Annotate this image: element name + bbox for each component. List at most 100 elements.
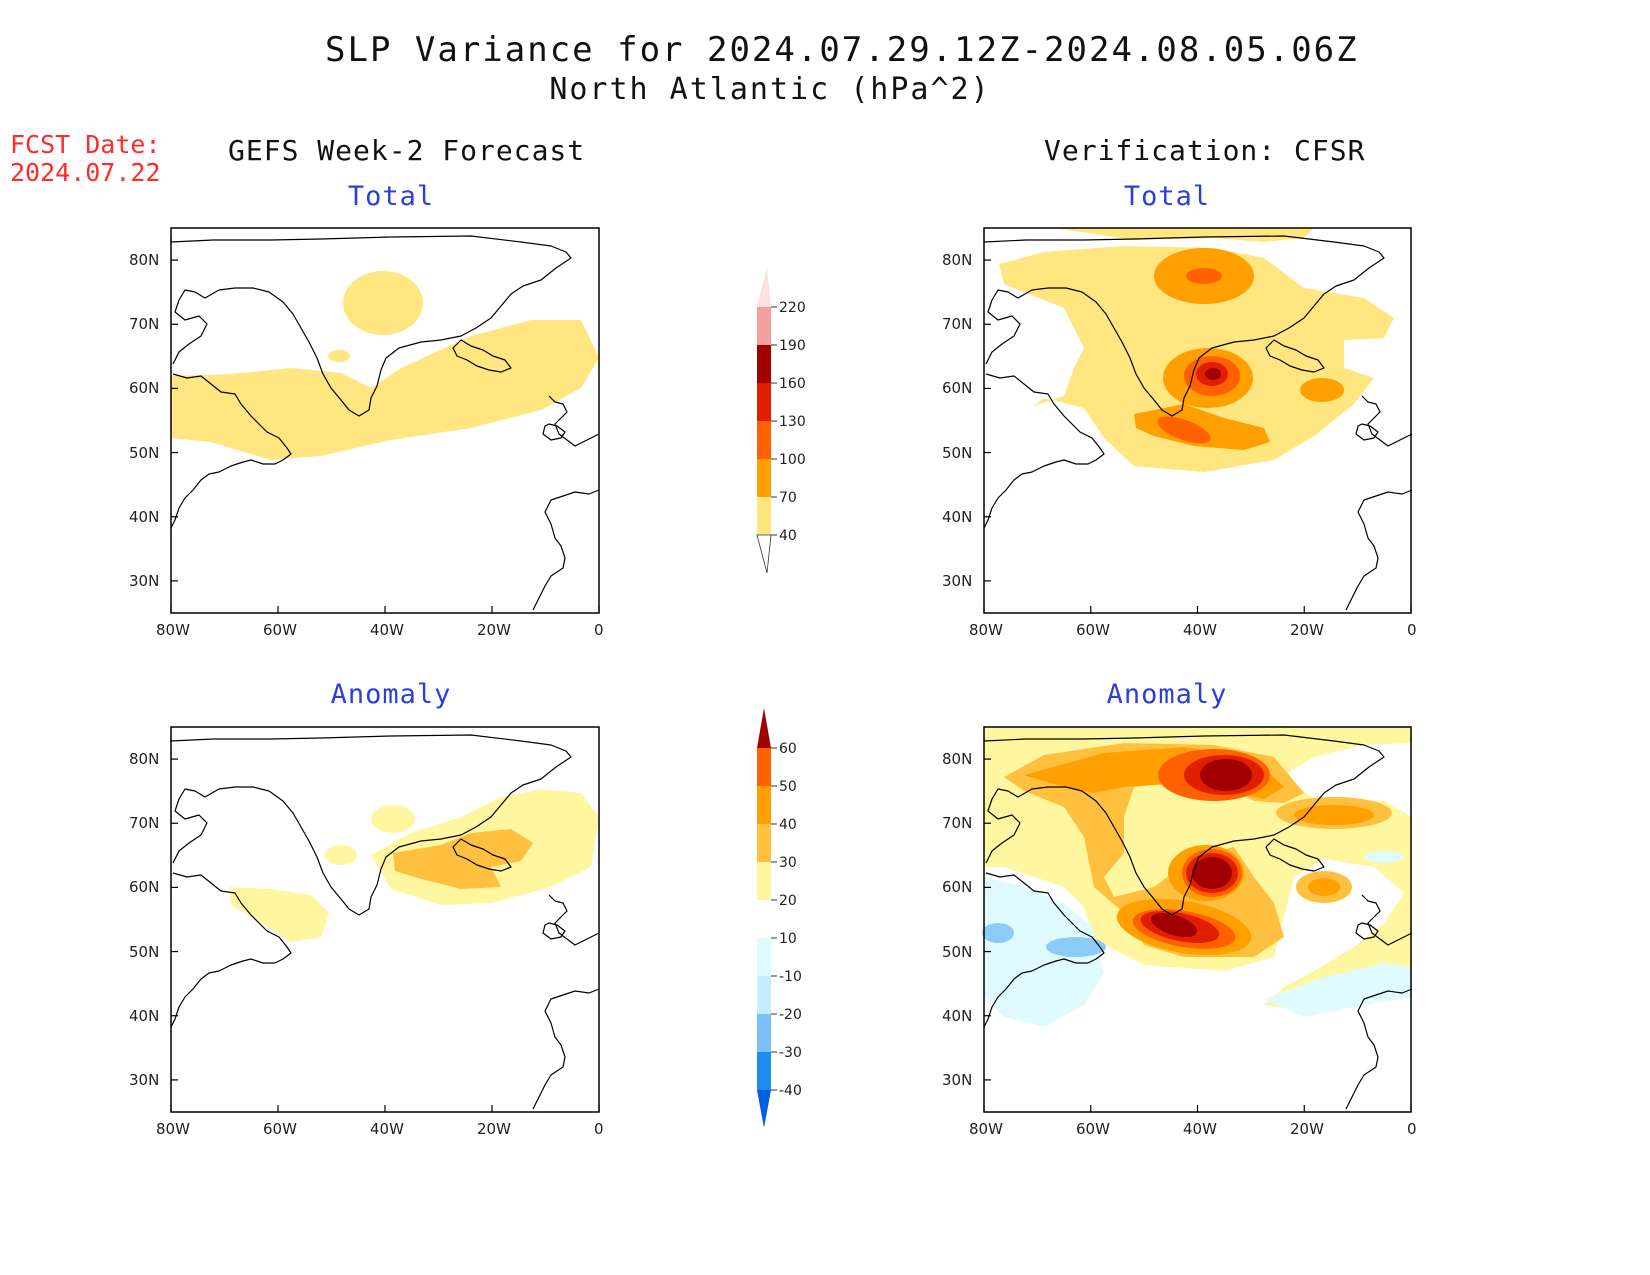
lat-tick-label: 40N	[129, 1006, 160, 1025]
colorbar-segment	[757, 383, 771, 421]
colorbar-anomaly: -40 -30 -20 -10 10 20 30 40 50 60	[757, 708, 802, 1128]
fill-region-40	[343, 271, 423, 335]
fill-region-neg20	[1046, 937, 1106, 957]
lon-tick-label: 40W	[1183, 621, 1217, 639]
lon-tick-label: 60W	[1076, 621, 1110, 639]
lon-tick-label: 40W	[1183, 1120, 1217, 1138]
colorbar-top-triangle	[757, 708, 771, 748]
colorbar-label: 50	[779, 779, 797, 795]
lat-tick-label: 60N	[942, 878, 973, 897]
fill-region-30	[1294, 805, 1374, 825]
colorbar-label: -10	[779, 969, 802, 985]
colorbar-segment	[757, 748, 771, 786]
chart-title-line1: SLP Variance for 2024.07.29.12Z-2024.08.…	[325, 30, 1359, 70]
lat-tick-label: 60N	[942, 379, 973, 398]
colorbar-label: -40	[779, 1083, 802, 1099]
fill-region-10	[229, 887, 329, 942]
lat-tick-label: 70N	[942, 315, 973, 334]
fill-region-100	[1157, 416, 1211, 444]
lon-tick-label: 60W	[1076, 1120, 1110, 1138]
lat-tick-label: 50N	[942, 942, 973, 961]
coastline	[983, 235, 1413, 611]
colorbar-label: 130	[779, 414, 806, 430]
colorbar-label: 160	[779, 376, 806, 392]
colorbar-label: 70	[779, 490, 797, 506]
panel-label-verification-total: Total	[1123, 181, 1211, 212]
colorbar-bottom-triangle	[757, 1090, 771, 1128]
fcst-date-value: 2024.07.22	[10, 158, 161, 187]
lon-tick-label: 0	[594, 621, 604, 639]
fill-region-100	[1186, 268, 1222, 284]
lat-tick-label: 80N	[942, 750, 973, 769]
lat-tick-label: 80N	[942, 251, 973, 270]
fill-region-40	[1054, 228, 1314, 242]
colorbar-segment	[757, 862, 771, 900]
fill-region-neg10	[1364, 851, 1404, 863]
lon-tick-label: 20W	[1290, 621, 1324, 639]
lat-tick-label: 60N	[129, 878, 160, 897]
colorbar-segment	[757, 938, 771, 976]
lon-tick-label: 40W	[370, 621, 404, 639]
colorbar-label: 10	[779, 931, 797, 947]
map-panel-verification-total	[983, 227, 1413, 614]
lon-tick-label: 60W	[263, 1120, 297, 1138]
lon-tick-label: 0	[1407, 1120, 1417, 1138]
colorbar-segment	[757, 421, 771, 459]
lat-tick-label: 40N	[942, 1006, 973, 1025]
lat-tick-label: 80N	[129, 750, 160, 769]
colorbar-label: -20	[779, 1007, 802, 1023]
fill-region-60	[1192, 857, 1232, 889]
colorbar-segment	[757, 307, 771, 345]
colorbar-total: 40 70 100 130 160 190 220	[756, 267, 806, 574]
lat-tick-label: 30N	[129, 1070, 160, 1089]
lon-tick-label: 80W	[156, 621, 190, 639]
colorbar-top-triangle	[757, 267, 771, 307]
lat-tick-label: 70N	[129, 814, 160, 833]
fill-region-10	[371, 805, 415, 833]
lat-tick-label: 40N	[129, 507, 160, 526]
colorbar-segment	[757, 345, 771, 383]
lat-tick-label: 70N	[129, 315, 160, 334]
left-column-title: GEFS Week-2 Forecast	[228, 134, 586, 167]
colorbar-label: 60	[779, 741, 797, 757]
fill-region-60	[1200, 759, 1252, 791]
colorbar-segment	[757, 497, 771, 535]
lon-tick-label: 60W	[263, 621, 297, 639]
fill-region-neg10	[1264, 963, 1412, 1017]
lat-tick-label: 30N	[942, 571, 973, 590]
fill-region-40	[171, 320, 599, 460]
map-panel-forecast-total	[170, 227, 600, 614]
colorbar-label: 100	[779, 452, 806, 468]
map-panel-forecast-anomaly	[170, 726, 600, 1113]
colorbar-label: 30	[779, 855, 797, 871]
fill-region-40	[328, 350, 350, 362]
fill-region-10	[325, 845, 357, 865]
colorbar-segment	[757, 976, 771, 1014]
lat-tick-label: 50N	[129, 942, 160, 961]
colorbar-label: 20	[779, 893, 797, 909]
map-panel-verification-anomaly	[982, 726, 1413, 1113]
colorbar-segment	[757, 900, 771, 938]
fill-region-30	[1308, 878, 1340, 896]
colorbar-label: 40	[779, 528, 797, 544]
fill-region-20	[393, 829, 533, 889]
lat-tick-label: 60N	[129, 379, 160, 398]
colorbar-segment	[757, 459, 771, 497]
lat-tick-label: 30N	[129, 571, 160, 590]
coastline	[170, 235, 600, 611]
colorbar-segment	[757, 824, 771, 862]
panel-label-forecast-anomaly: Anomaly	[330, 679, 452, 710]
fill-region-neg20	[982, 923, 1014, 943]
colorbar-segment	[757, 786, 771, 824]
fill-region-neg10	[984, 877, 1104, 1027]
lon-tick-label: 40W	[370, 1120, 404, 1138]
lon-tick-label: 20W	[477, 621, 511, 639]
lon-tick-label: 0	[1407, 621, 1417, 639]
fill-region-20	[1004, 743, 1304, 957]
lon-tick-label: 80W	[969, 1120, 1003, 1138]
fill-region-70	[1134, 404, 1270, 450]
chart-title-line2: North Atlantic (hPa^2)	[549, 72, 991, 107]
colorbar-label: 220	[779, 300, 806, 316]
colorbar-segment	[757, 1052, 771, 1090]
lon-tick-label: 80W	[156, 1120, 190, 1138]
